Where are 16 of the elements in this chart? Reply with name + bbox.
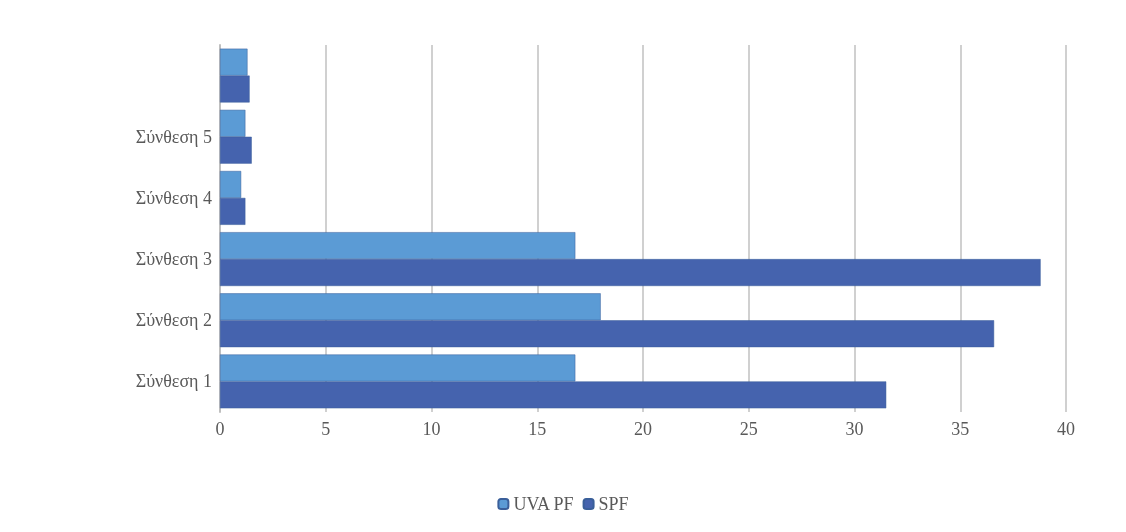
x-tick-label: 10 (422, 419, 441, 439)
x-tick-label: 15 (528, 419, 547, 439)
y-tick-label: Σύνθεση 3 (135, 249, 212, 270)
x-tick-label: 30 (845, 419, 864, 439)
x-tick-label: 20 (634, 419, 652, 439)
y-tick-label: Σύνθεση 5 (135, 126, 212, 147)
legend-label: SPF (598, 494, 629, 514)
y-tick-label: Σύνθεση 2 (135, 310, 212, 331)
x-tick-label: 35 (951, 419, 970, 439)
x-tick-label: 0 (215, 419, 225, 439)
y-tick-label: Σύνθεση 1 (135, 371, 212, 392)
y-tick-label: Σύνθεση 4 (135, 187, 212, 208)
x-tick-label: 40 (1057, 419, 1075, 439)
x-tick-label: 5 (321, 419, 331, 439)
legend-label: UVA PF (513, 494, 574, 514)
x-tick-label: 25 (739, 419, 758, 439)
